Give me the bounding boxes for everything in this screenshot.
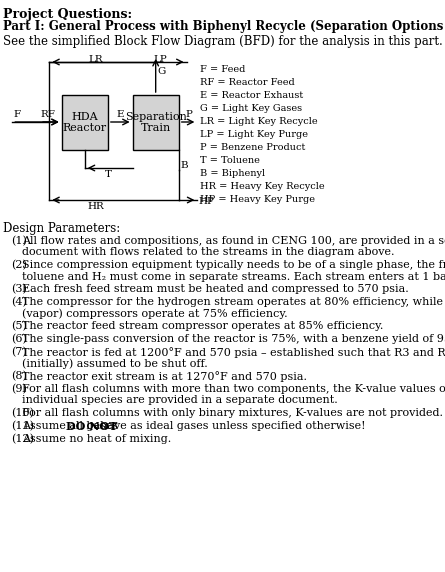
Text: (6): (6) [11,334,27,344]
Text: (11): (11) [11,421,34,431]
Text: P = Benzene Product: P = Benzene Product [200,143,306,152]
Text: E = Reactor Exhaust: E = Reactor Exhaust [200,91,303,100]
Text: P: P [186,110,193,119]
Text: T: T [105,170,112,179]
Text: B: B [181,161,188,169]
Text: Since compression equipment typically needs to be of a single phase, the fresh f: Since compression equipment typically ne… [21,260,445,270]
Text: The reactor exit stream is at 1270°F and 570 psia.: The reactor exit stream is at 1270°F and… [21,371,307,382]
Text: Design Parameters:: Design Parameters: [3,222,120,235]
Text: (12): (12) [11,434,34,444]
Text: behave as ideal gases unless specified otherwise!: behave as ideal gases unless specified o… [83,421,366,431]
FancyBboxPatch shape [62,95,108,150]
Text: (10): (10) [11,408,34,418]
Text: RF = Reactor Feed: RF = Reactor Feed [200,78,295,87]
Text: toluene and H₂ must come in separate streams. Each stream enters at 1 bar & 10°C: toluene and H₂ must come in separate str… [21,271,445,282]
Text: G = Light Key Gases: G = Light Key Gases [200,104,303,113]
Text: LR: LR [88,55,103,64]
Text: (3): (3) [11,284,27,295]
Text: RF: RF [40,110,56,119]
Text: Separation
Train: Separation Train [125,112,186,133]
Text: (5): (5) [11,321,27,331]
Text: For all flash columns with only binary mixtures, K-values are not provided.: For all flash columns with only binary m… [21,408,443,418]
Text: (initially) assumed to be shut off.: (initially) assumed to be shut off. [21,358,207,368]
Text: (1): (1) [11,236,27,247]
Text: HR: HR [87,202,104,211]
Text: (8): (8) [11,371,27,382]
Text: LR = Light Key Recycle: LR = Light Key Recycle [200,117,318,126]
Text: Assume no heat of mixing.: Assume no heat of mixing. [21,434,171,444]
Text: (2): (2) [11,260,27,271]
Text: LP = Light Key Purge: LP = Light Key Purge [200,130,308,139]
Text: The single-pass conversion of the reactor is 75%, with a benzene yield of 95%.: The single-pass conversion of the reacto… [21,334,445,344]
Text: (4): (4) [11,297,27,307]
Text: document with flows related to the streams in the diagram above.: document with flows related to the strea… [21,247,394,257]
Text: Assume all gases: Assume all gases [21,421,121,431]
FancyBboxPatch shape [133,95,179,150]
Text: The reactor is fed at 1200°F and 570 psia – established such that R3 and R4 are: The reactor is fed at 1200°F and 570 psi… [21,347,445,358]
Text: T = Toluene: T = Toluene [200,156,260,165]
Text: HR = Heavy Key Recycle: HR = Heavy Key Recycle [200,182,325,191]
Text: HP: HP [198,197,214,205]
Text: All flow rates and compositions, as found in CENG 100, are provided in a separat: All flow rates and compositions, as foun… [21,236,445,246]
Text: Project Questions:: Project Questions: [3,8,132,21]
Text: HDA
Reactor: HDA Reactor [63,112,107,133]
Text: LP: LP [154,55,167,64]
Text: (vapor) compressors operate at 75% efficiency.: (vapor) compressors operate at 75% effic… [21,308,287,319]
Text: (9): (9) [11,384,27,394]
Text: HP = Heavy Key Purge: HP = Heavy Key Purge [200,195,316,204]
Text: individual species are provided in a separate document.: individual species are provided in a sep… [21,395,337,405]
Text: The reactor feed stream compressor operates at 85% efficiency.: The reactor feed stream compressor opera… [21,321,383,331]
Text: B = Biphenyl: B = Biphenyl [200,169,266,178]
Text: (7): (7) [11,347,27,358]
Text: DO NOT: DO NOT [65,421,117,432]
Text: Each fresh feed stream must be heated and compressed to 570 psia.: Each fresh feed stream must be heated an… [21,284,409,294]
Text: G: G [158,67,166,77]
Text: The compressor for the hydrogen stream operates at 80% efficiency, while the tol: The compressor for the hydrogen stream o… [21,297,445,307]
Text: E: E [117,110,124,119]
Text: For all flash columns with more than two components, the K-value values of the: For all flash columns with more than two… [21,384,445,394]
Text: Part I: General Process with Biphenyl Recycle (Separation Options 2 or 3):: Part I: General Process with Biphenyl Re… [3,20,445,33]
Text: See the simplified Block Flow Diagram (BFD) for the analysis in this part.: See the simplified Block Flow Diagram (B… [3,35,443,48]
Text: F = Feed: F = Feed [200,65,246,74]
Text: F: F [13,110,20,119]
